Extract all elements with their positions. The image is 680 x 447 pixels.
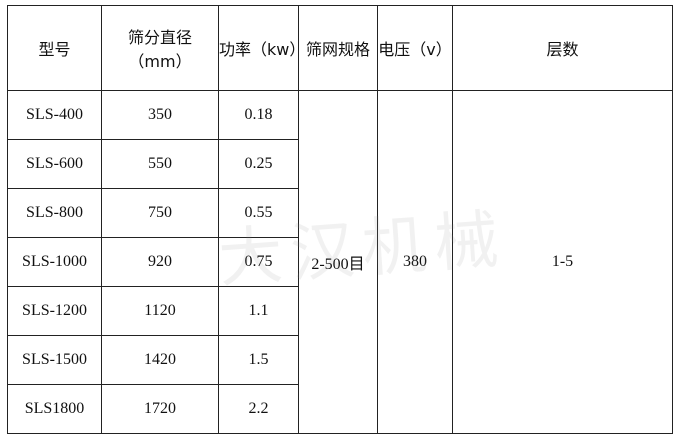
cell-power: 2.2 (218, 384, 299, 434)
cell-model: SLS-400 (7, 90, 102, 140)
table-row: SLS1800 1720 2.2 (7, 384, 673, 434)
header-diameter: 筛分直径（mm） (101, 5, 219, 91)
cell-power: 0.25 (218, 139, 299, 189)
cell-model: SLS-800 (7, 188, 102, 238)
table-row: SLS-1500 1420 1.5 (7, 335, 673, 385)
header-voltage: 电压（v） (377, 5, 453, 91)
spec-table: 型号 筛分直径（mm） 功率（kw） 筛网规格 电压（v） 层数 SLS-400… (7, 5, 673, 434)
cell-diameter: 550 (101, 139, 219, 189)
cell-diameter: 920 (101, 237, 219, 287)
cell-power: 0.55 (218, 188, 299, 238)
cell-diameter: 350 (101, 90, 219, 140)
table-row: SLS-1000 920 0.75 (7, 237, 673, 287)
table-row: SLS-800 750 0.55 (7, 188, 673, 238)
header-power: 功率（kw） (218, 5, 305, 91)
header-row: 型号 筛分直径（mm） 功率（kw） 筛网规格 电压（v） 层数 (7, 5, 673, 91)
cell-diameter: 1420 (101, 335, 219, 385)
table-row: SLS-1200 1120 1.1 (7, 286, 673, 336)
cell-mesh: 2-500目 (298, 90, 378, 434)
cell-model: SLS1800 (7, 384, 102, 434)
cell-model: SLS-1000 (7, 237, 102, 287)
cell-model: SLS-1500 (7, 335, 102, 385)
cell-voltage: 380 (377, 90, 453, 434)
header-mesh: 筛网规格 (298, 5, 378, 91)
cell-power: 1.5 (218, 335, 299, 385)
cell-model: SLS-1200 (7, 286, 102, 336)
table-row: SLS-400 350 0.18 2-500目 380 1-5 (7, 90, 673, 434)
cell-power: 1.1 (218, 286, 299, 336)
table-row: SLS-600 550 0.25 (7, 139, 673, 189)
cell-layers: 1-5 (452, 90, 673, 434)
header-layers: 层数 (452, 5, 673, 91)
header-model: 型号 (7, 5, 102, 91)
cell-model: SLS-600 (7, 139, 102, 189)
cell-diameter: 750 (101, 188, 219, 238)
cell-diameter: 1720 (101, 384, 219, 434)
cell-power: 0.18 (218, 90, 299, 140)
cell-diameter: 1120 (101, 286, 219, 336)
cell-power: 0.75 (218, 237, 299, 287)
